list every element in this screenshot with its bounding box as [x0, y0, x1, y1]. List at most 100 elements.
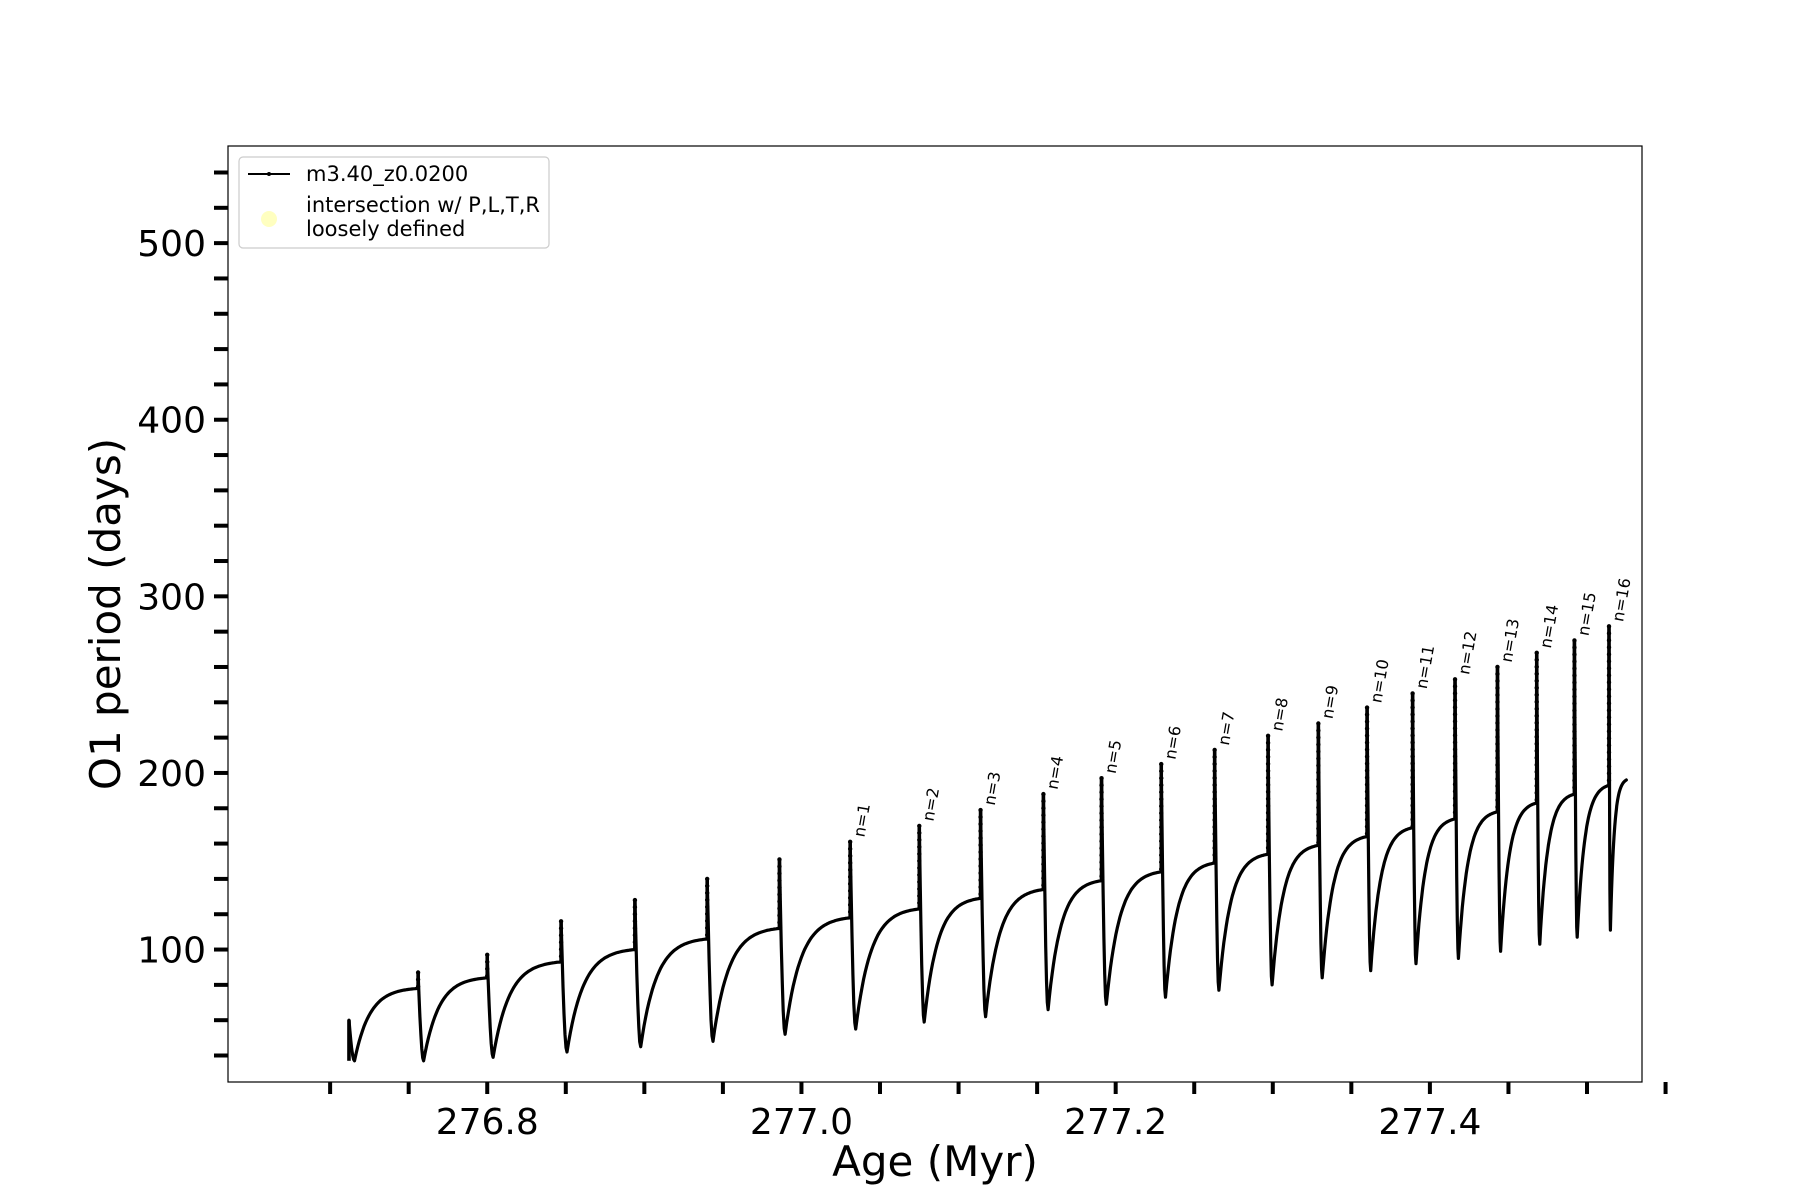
pulse-marker: [978, 884, 983, 890]
pulse-marker: [1572, 715, 1577, 720]
pulse-marker: [1534, 755, 1539, 761]
pulse-marker: [1410, 733, 1415, 738]
pulse-marker: [1410, 789, 1415, 794]
pulse-marker: [1534, 790, 1539, 796]
pulse-spikes: [347, 624, 1612, 1061]
pulse-marker: [1041, 854, 1046, 860]
pulse-marker: [1534, 741, 1539, 747]
pulse-marker: [704, 890, 710, 896]
pulse-marker: [704, 883, 710, 889]
pulse-marker: [1606, 645, 1612, 650]
pulse-marker: [1572, 645, 1577, 650]
pulse-marker: [1212, 817, 1217, 823]
pulse-marker: [1495, 741, 1500, 747]
pulse-marker: [1041, 791, 1046, 797]
pulse-marker: [1410, 712, 1415, 717]
pulse-marker: [978, 828, 983, 834]
pulse-marker: [1410, 698, 1415, 703]
pulse-marker: [1495, 734, 1500, 740]
pulse-marker: [1041, 840, 1046, 846]
pulse-marker: [1495, 762, 1500, 768]
pulse-marker: [1534, 692, 1539, 698]
pulse-marker: [1534, 713, 1539, 719]
pulse-marker: [1572, 673, 1577, 678]
pulse-marker: [917, 837, 922, 843]
pulse-marker: [1606, 715, 1612, 720]
pulse-marker: [777, 920, 782, 925]
pulse-marker: [704, 911, 710, 917]
pulse-marker: [1265, 796, 1271, 802]
pulse-marker: [1099, 867, 1104, 872]
tick-labels: 276.8 277.0 277.2 277.4 100 200 300 400 500: [137, 224, 1481, 1143]
pulse-marker: [777, 892, 782, 897]
pulse-marker: [1212, 859, 1217, 865]
y-tick-label: 300: [137, 577, 206, 618]
pulse-marker: [415, 970, 421, 975]
legend-label-series: m3.40_z0.0200: [306, 162, 468, 187]
pulse-marker: [1452, 810, 1458, 815]
pulse-marker: [1159, 845, 1164, 851]
pulse-marker: [847, 839, 853, 845]
pulse-marker: [1316, 763, 1321, 768]
pulse-marker: [1159, 810, 1164, 816]
pulse-marker: [1041, 819, 1046, 825]
pulse-marker: [1041, 882, 1046, 888]
pulse-marker: [1364, 775, 1370, 780]
pulse-marker: [1606, 694, 1612, 699]
pulse-marker: [1316, 826, 1321, 831]
pulse-marker: [558, 919, 564, 924]
pulse-marker: [1265, 740, 1271, 746]
pulse-marker: [917, 851, 922, 857]
pulse-marker: [485, 966, 490, 972]
pulse-marker: [1606, 764, 1612, 769]
pulse-marker: [1572, 750, 1577, 755]
pulse-marker: [1452, 747, 1458, 752]
pulse-marker: [978, 891, 983, 897]
pulse-marker: [1606, 631, 1612, 636]
pulse-marker: [1495, 797, 1500, 803]
pulse-marker: [1410, 726, 1415, 731]
pulse-marker: [558, 954, 564, 959]
pulse-marker: [1364, 719, 1370, 724]
pulse-marker: [1495, 699, 1500, 705]
pulse-marker: [1159, 859, 1164, 865]
pulse-marker: [558, 947, 564, 952]
pulse-marker: [558, 933, 564, 938]
pulse-marker: [1606, 757, 1612, 762]
pulse-marker: [1410, 817, 1415, 822]
pulse-marker: [1452, 733, 1458, 738]
x-tick-label: 277.4: [1378, 1102, 1481, 1143]
pulse-marker: [1316, 777, 1321, 782]
pulse-marker: [1212, 768, 1217, 774]
pulse-marker: [1534, 685, 1539, 691]
pulse-marker: [1159, 803, 1164, 809]
pulse-marker: [1316, 749, 1321, 754]
pulse-marker: [1099, 811, 1104, 816]
pulse-marker: [1212, 838, 1217, 844]
pulse-marker: [1572, 757, 1577, 762]
pulse-marker: [1452, 754, 1458, 759]
pulse-marker: [558, 926, 564, 931]
pulse-marker: [1606, 624, 1612, 629]
series-line-m3.40_z0.0200: [347, 624, 1628, 1063]
pulse-marker: [1534, 734, 1539, 740]
legend-label-intersection-line1: intersection w/ P,L,T,R: [306, 193, 540, 217]
pulse-marker: [1572, 659, 1577, 664]
pulse-marker: [1534, 727, 1539, 733]
pulse-marker: [1495, 804, 1500, 810]
pulse-marker: [1364, 733, 1370, 738]
pulse-marker: [1410, 803, 1415, 808]
pulse-marker: [1316, 798, 1321, 803]
pulse-marker: [1316, 805, 1321, 810]
pulse-marker: [1452, 775, 1458, 780]
pulse-marker: [1212, 796, 1217, 802]
pulse-marker: [978, 807, 983, 813]
plot-area: [227, 145, 1643, 1083]
legend-label-intersection-line2: loosely defined: [306, 217, 465, 241]
pulse-marker: [1495, 776, 1500, 782]
pulse-marker: [1495, 713, 1500, 719]
pulse-marker: [847, 888, 853, 894]
pulse-marker: [1452, 803, 1458, 808]
pulse-marker: [1265, 845, 1271, 851]
